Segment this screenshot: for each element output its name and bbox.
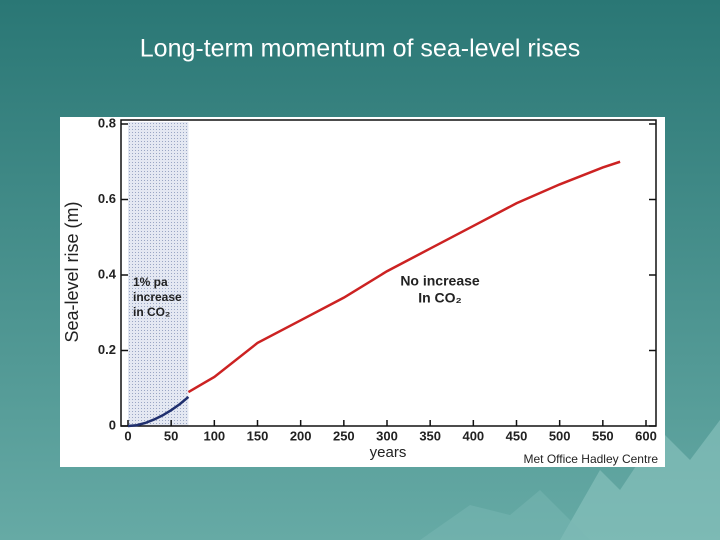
x-tick-label: 50 <box>164 428 178 443</box>
slide-title: Long-term momentum of sea-level rises <box>140 35 580 63</box>
annotation: No increase <box>400 273 480 289</box>
data-line <box>187 160 621 394</box>
x-tick-label: 300 <box>376 428 398 443</box>
x-tick-label: 0 <box>124 428 131 443</box>
x-tick-label: 400 <box>462 428 484 443</box>
x-tick-label: 150 <box>247 428 269 443</box>
x-tick-label: 350 <box>419 428 441 443</box>
x-tick-label: 100 <box>203 428 225 443</box>
y-axis-label: Sea-level rise (m) <box>62 201 82 342</box>
x-tick-label: 450 <box>506 428 528 443</box>
x-tick-label: 600 <box>635 428 657 443</box>
iceberg <box>420 490 590 540</box>
annotation: in CO₂ <box>133 305 170 319</box>
x-tick-label: 200 <box>290 428 312 443</box>
credit: Met Office Hadley Centre <box>523 452 658 466</box>
shaded-region <box>128 122 189 426</box>
x-tick-label: 250 <box>333 428 355 443</box>
chart: 0 0.2 0.4 0.6 0.8 0 50 100 150 200 250 300 350 400 450… <box>62 115 659 466</box>
y-tick-label: 0.8 <box>98 115 116 130</box>
annotation: increase <box>133 290 182 304</box>
x-tick-label: 550 <box>592 428 614 443</box>
y-tick-label: 0.2 <box>98 342 116 357</box>
y-tick-label: 0.6 <box>98 191 116 206</box>
annotation: 1% pa <box>133 275 168 289</box>
y-tick-label: 0.4 <box>98 266 117 281</box>
iceberg <box>560 420 720 540</box>
data-line <box>127 395 190 428</box>
plot-frame <box>120 119 657 427</box>
x-axis-label: years <box>370 444 407 461</box>
x-tick-label: 500 <box>549 428 571 443</box>
annotation: In CO₂ <box>418 290 462 306</box>
y-tick-label: 0 <box>109 417 116 432</box>
